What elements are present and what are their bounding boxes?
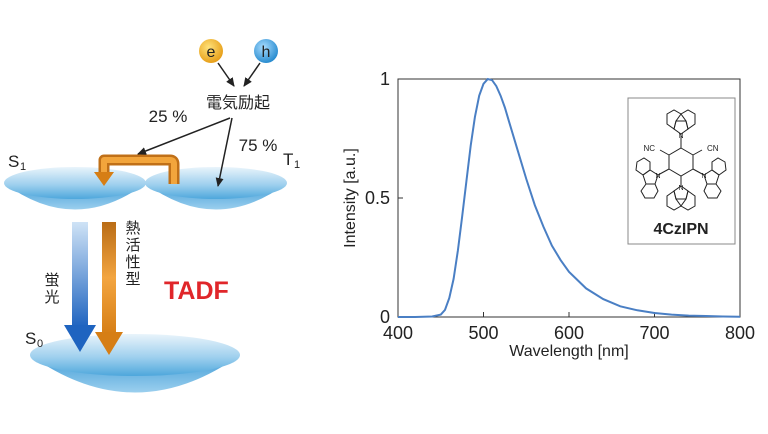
svg-text:N: N xyxy=(678,185,683,192)
singlet-path xyxy=(137,117,231,155)
t1-label: T 1 xyxy=(283,150,300,171)
thermal-label: 熱 活 性 型 xyxy=(125,220,140,288)
s1-label: S 1 xyxy=(8,152,26,173)
triplet-percent: 75 % xyxy=(239,136,278,155)
s0-label: S 0 xyxy=(25,329,43,350)
svg-text:1: 1 xyxy=(20,161,26,173)
svg-text:1: 1 xyxy=(294,159,300,171)
x-tick-label: 800 xyxy=(725,323,755,343)
spectrum-line xyxy=(398,77,741,318)
x-axis-label: Wavelength [nm] xyxy=(509,343,628,360)
svg-text:光: 光 xyxy=(44,289,59,306)
fluorescence-label: 蛍 光 xyxy=(44,272,59,306)
y-tick-label: 0 xyxy=(380,307,390,327)
svg-text:CN: CN xyxy=(707,144,719,153)
tadf-label: TADF xyxy=(164,277,229,305)
electron-arrow xyxy=(217,62,235,87)
molecule-inset: NC CN N N N N 4CzIPN xyxy=(627,97,736,245)
s0-disc xyxy=(30,334,240,393)
svg-text:h: h xyxy=(262,44,271,61)
y-tick-label: 1 xyxy=(380,69,390,89)
tadf-arrow xyxy=(95,222,123,355)
y-tick-label: 0.5 xyxy=(365,188,390,208)
t1-disc xyxy=(145,167,287,210)
x-tick-label: 400 xyxy=(383,323,413,343)
svg-text:S: S xyxy=(8,152,19,171)
svg-text:0: 0 xyxy=(37,338,43,350)
fluorescence-arrow xyxy=(64,222,96,352)
electron-icon: e xyxy=(199,39,223,63)
risc-arrow xyxy=(94,154,180,186)
hole-arrow xyxy=(243,62,261,87)
excitation-label: 電気励起 xyxy=(206,94,270,112)
svg-text:N: N xyxy=(655,173,660,180)
svg-text:N: N xyxy=(701,173,706,180)
svg-text:蛍: 蛍 xyxy=(44,272,59,289)
s1-disc xyxy=(4,167,146,210)
svg-text:性: 性 xyxy=(125,254,140,271)
triplet-path xyxy=(215,117,233,187)
emission-spectrum-chart: 400 500 600 700 800 0 0.5 1 Wavelength [nm] Int… xyxy=(342,69,755,360)
svg-text:T: T xyxy=(283,150,293,169)
svg-text:N: N xyxy=(678,133,683,140)
svg-text:e: e xyxy=(207,44,216,61)
y-axis-label: Intensity [a.u.] xyxy=(342,148,359,248)
singlet-percent: 25 % xyxy=(149,107,188,126)
svg-text:S: S xyxy=(25,329,36,348)
svg-text:NC: NC xyxy=(643,144,655,153)
hole-icon: h xyxy=(254,39,278,63)
x-tick-label: 500 xyxy=(468,323,498,343)
x-tick-label: 700 xyxy=(639,323,669,343)
4czipn-structure-icon xyxy=(635,109,727,211)
molecule-name: 4CzIPN xyxy=(653,221,708,238)
svg-text:熱: 熱 xyxy=(125,220,140,237)
x-tick-label: 600 xyxy=(554,323,584,343)
svg-text:型: 型 xyxy=(125,271,140,288)
svg-text:活: 活 xyxy=(125,237,140,254)
